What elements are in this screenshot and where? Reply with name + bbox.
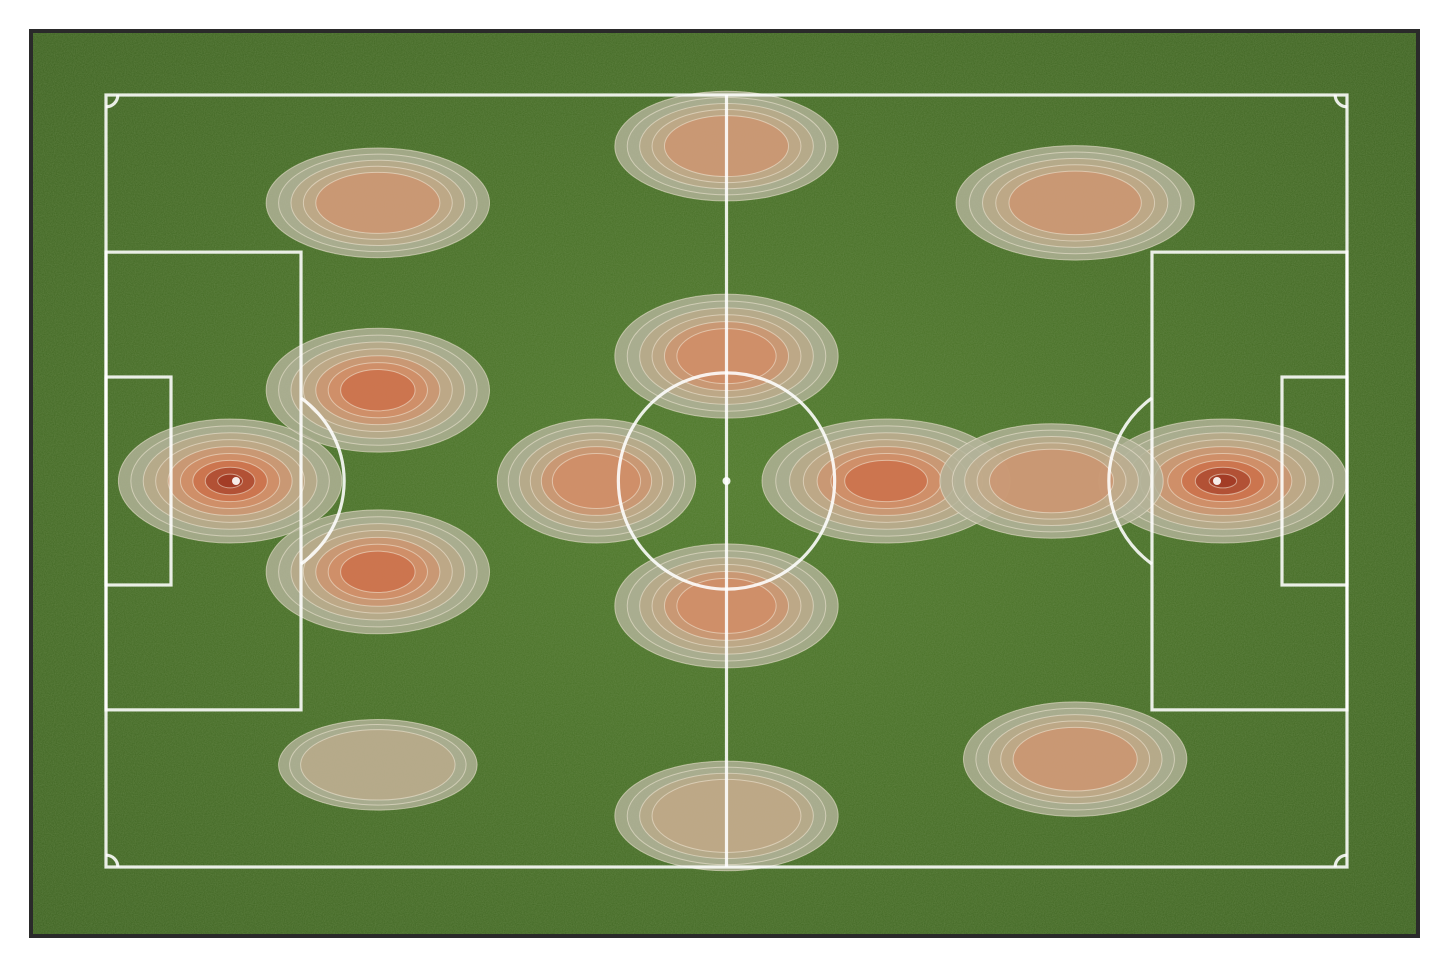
heat-hotspot [496,418,697,544]
heat-contour-level [167,446,293,516]
heat-contour-level [278,719,478,811]
heat-hotspot [962,701,1188,817]
heat-contour-level [179,452,281,510]
centre-spot [722,477,731,485]
heat-contour-level [265,327,491,453]
heat-contour-level [155,439,306,523]
heat-contour-level [315,536,441,607]
heat-contour-level [995,164,1156,242]
heat-contour-level [315,171,441,234]
heat-hotspot [265,147,491,259]
heat-contour-level [975,707,1175,811]
corner-arc-bottom-right [1333,853,1348,868]
heat-contour-level [130,425,330,537]
right-penalty-arc [1107,396,1153,566]
heat-hotspot [265,509,491,635]
heat-contour-level [278,334,478,446]
heat-contour-level [265,147,491,259]
heat-contour-level [340,550,416,593]
heat-contour-level [302,529,453,614]
corner-arc-bottom-left [105,853,120,868]
corner-arc-top-left [105,94,120,109]
heat-contour-level [265,509,491,635]
heat-contour-level [988,448,1115,514]
pitch-lines [104,93,1349,869]
heat-contour-level [327,362,428,419]
heat-contour-level [289,724,467,806]
heat-hotspot [761,418,1011,544]
heat-contour-level [192,459,268,503]
heat-contour-level [204,466,256,496]
heat-contour-level [327,543,428,600]
heat-contour-level [315,355,441,426]
heat-hotspot [117,418,343,544]
heat-hotspot [1098,418,1348,544]
left-penalty-spot [232,477,241,485]
heat-hotspot [939,423,1164,539]
heat-contour-level [1181,459,1265,503]
heat-contour-level [1000,720,1151,798]
heat-contour-level [117,418,343,544]
right-six-yard-box [1280,375,1349,587]
heat-contour-level [278,153,478,253]
heat-contour-level [976,442,1127,520]
right-penalty-spot [1212,477,1221,485]
heat-contour-level [939,423,1164,539]
heat-contour-level [278,516,478,628]
heat-contour-level [551,452,642,510]
heat-contour-level [496,418,697,544]
left-penalty-arc [300,396,346,566]
centre-circle [616,371,837,591]
heat-contour-level [529,439,664,523]
heat-hotspot [265,327,491,453]
corner-arc-top-right [1333,94,1348,109]
heat-contour-level [968,151,1182,255]
left-six-yard-box [104,375,173,587]
heat-hotspot [955,145,1195,261]
heat-contour-level [340,369,416,412]
heat-contour-level [955,145,1195,261]
heat-contour-level [507,425,686,537]
heat-contour-level [962,701,1188,817]
heat-contour-level [1194,466,1251,496]
heat-contour-level [300,729,456,801]
heat-hotspot [278,719,478,811]
heat-contour-level [540,446,653,516]
heat-contour-level [302,348,453,433]
heat-contour-level [1167,452,1279,510]
heat-contour-level [1012,726,1138,792]
heat-contour-level [1008,170,1142,236]
heat-contour-level [844,459,928,503]
heat-contour-level [302,165,453,240]
